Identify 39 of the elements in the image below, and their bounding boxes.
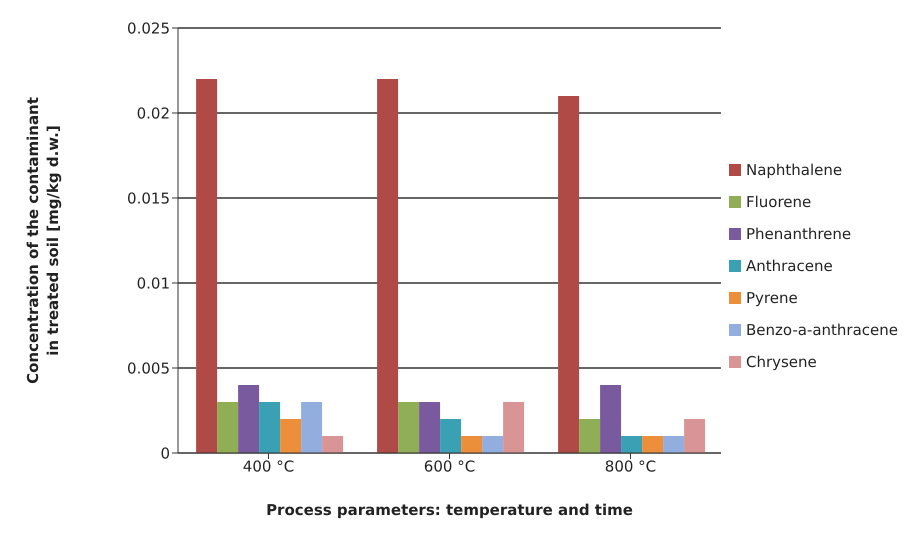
bar [301,402,322,453]
legend-label: Chrysene [746,352,817,370]
bar [196,79,218,453]
x-axis-title: Process parameters: temperature and time [266,501,633,519]
bar [642,436,664,453]
x-tick-label: 400 °C [242,458,294,476]
legend-label: Fluorene [746,192,812,210]
bar [280,419,302,453]
y-tick-label: 0.005 [127,359,170,378]
bar [238,385,260,453]
bar [621,436,642,453]
bar [377,79,398,453]
bar [684,419,706,453]
bar [259,402,280,453]
bar [558,96,580,453]
bar [419,402,440,453]
y-tick-label: 0.01 [136,274,170,292]
y-axis-title: Concentration of the contaminant in treated soil [mg/kg d.w.] [24,97,62,384]
legend-label: Benzo-a-anthracene [746,320,898,338]
x-tick-label: 600 °C [424,458,476,476]
bar [663,436,684,453]
y-tick-label: 0.025 [127,19,170,38]
y-tick-label: 0.015 [127,189,170,208]
y-tick-label: 0.02 [136,104,170,122]
bar [579,419,600,453]
x-tick-label: 800 °C [604,458,656,476]
legend-label: Pyrene [746,288,798,306]
bar [398,402,420,453]
legend-label: Anthracene [746,256,833,274]
bar [503,402,524,453]
bar [322,436,344,453]
bar [600,385,622,453]
legend-label: Naphthalene [746,160,842,178]
bar [461,436,482,453]
y-tick-label: 0 [160,444,170,462]
bar [482,436,504,453]
legend-label: Phenanthrene [746,224,852,242]
bar [440,419,462,453]
bar [217,402,238,453]
